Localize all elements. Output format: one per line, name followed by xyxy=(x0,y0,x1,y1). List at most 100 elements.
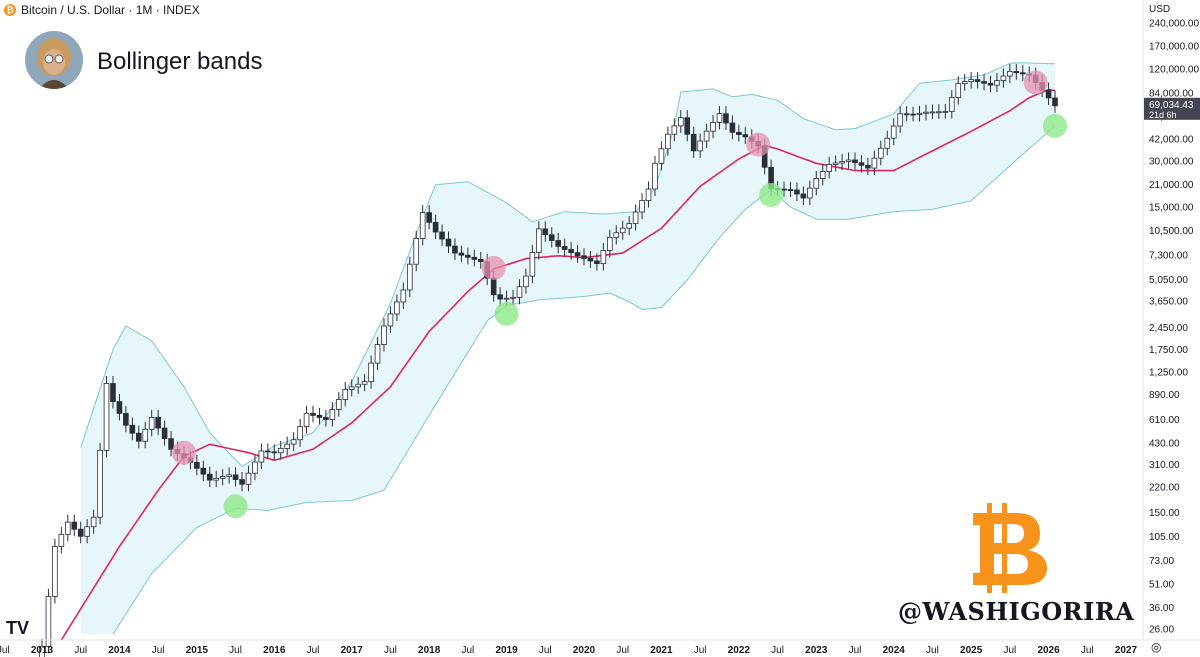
candle-body xyxy=(419,212,426,239)
candle-body xyxy=(271,451,278,454)
price-tick-label: 105.00 xyxy=(1149,532,1180,543)
bitcoin-coin-icon: ₿ xyxy=(4,4,16,16)
candle-body xyxy=(787,189,794,191)
candle xyxy=(865,157,871,176)
candle xyxy=(619,220,626,240)
price-tick-label: 430.00 xyxy=(1149,438,1180,449)
candle xyxy=(348,379,355,397)
price-tick-label: 5,050.00 xyxy=(1149,275,1188,286)
candle-body xyxy=(568,249,574,254)
candle xyxy=(290,432,297,452)
candle xyxy=(561,238,568,257)
candle-body xyxy=(213,477,220,481)
candle-body xyxy=(45,596,52,647)
candle-body xyxy=(981,81,987,84)
candle xyxy=(923,104,929,121)
price-tick-label: 890.00 xyxy=(1149,390,1180,401)
candle xyxy=(374,337,381,371)
candle-body xyxy=(890,125,897,139)
price-tick-label: 1,250.00 xyxy=(1149,367,1188,378)
candle-body xyxy=(413,237,420,265)
candle-body xyxy=(65,521,71,535)
candle xyxy=(536,221,542,260)
candle xyxy=(794,182,800,201)
candle xyxy=(871,150,878,176)
candle-body xyxy=(490,277,497,296)
candle-body xyxy=(206,473,213,481)
time-tick-label: Jul xyxy=(1081,645,1094,656)
watermark-handle: @WASHIGORIRA xyxy=(898,597,1135,626)
candle-body xyxy=(232,474,239,480)
candle-body xyxy=(723,113,729,124)
candle xyxy=(510,289,516,306)
time-tick-label: Jul xyxy=(694,645,707,656)
tradingview-logo-icon[interactable]: TV xyxy=(6,618,30,638)
candle-body xyxy=(897,113,903,127)
candle xyxy=(1045,82,1052,105)
time-tick-label: 2013 xyxy=(31,645,54,656)
price-tick-label: 3,650.00 xyxy=(1149,296,1188,307)
bitcoin-logo-icon xyxy=(973,503,1047,593)
candle-body xyxy=(426,212,432,223)
candle xyxy=(277,440,284,460)
candle xyxy=(265,443,271,459)
lower-band-line xyxy=(112,125,1056,635)
candle xyxy=(129,417,136,441)
candle-body xyxy=(690,133,697,152)
candle xyxy=(897,106,903,134)
candle-body xyxy=(561,245,568,250)
candle-body xyxy=(948,97,955,112)
candle xyxy=(929,104,936,120)
candle-body xyxy=(342,389,349,400)
price-tick-label: 10,500.00 xyxy=(1149,226,1194,237)
candle xyxy=(52,539,58,604)
candle-body xyxy=(458,252,465,256)
candle xyxy=(336,391,342,417)
candle xyxy=(123,405,129,433)
candle xyxy=(361,374,368,392)
candle xyxy=(465,247,471,265)
candle xyxy=(219,469,226,486)
candle-body xyxy=(265,450,271,453)
candle xyxy=(890,118,897,146)
candle xyxy=(1019,65,1026,81)
candle xyxy=(555,232,561,254)
candle-body xyxy=(155,417,161,429)
time-tick-label: Jul xyxy=(771,645,784,656)
candle-body xyxy=(52,546,58,597)
candle xyxy=(213,470,220,488)
time-tick-label: Jul xyxy=(0,645,10,656)
price-tick-label: 310.00 xyxy=(1149,460,1180,471)
candle-body xyxy=(497,294,503,300)
upper-band-line xyxy=(80,62,1056,468)
candle-body xyxy=(710,122,716,132)
symbol-title: Bitcoin / U.S. Dollar · 1M · INDEX xyxy=(21,3,200,17)
candle xyxy=(581,248,587,266)
candle xyxy=(1052,90,1058,113)
candle-body xyxy=(729,122,736,133)
candle xyxy=(600,242,607,271)
time-tick-label: 2021 xyxy=(650,645,673,656)
candle xyxy=(155,409,161,436)
candle xyxy=(645,181,652,208)
settings-gear-icon[interactable]: ◎ xyxy=(1151,640,1162,654)
candle xyxy=(878,140,884,166)
symbol-header[interactable]: ₿ Bitcoin / U.S. Dollar · 1M · INDEX xyxy=(0,0,200,20)
candle-body xyxy=(310,412,316,416)
candle-body xyxy=(671,125,678,135)
price-tick-label: 42,000.00 xyxy=(1149,134,1194,145)
candle xyxy=(110,376,116,409)
candle-body xyxy=(1007,71,1013,77)
candle-body xyxy=(239,479,245,485)
candle-body xyxy=(97,449,103,518)
candle xyxy=(71,514,78,537)
candle-body xyxy=(381,325,387,345)
candle-body xyxy=(607,236,613,251)
candle xyxy=(942,104,949,119)
time-tick-label: Jul xyxy=(926,645,939,656)
candle xyxy=(252,454,258,481)
currency-label[interactable]: USD xyxy=(1149,4,1171,15)
candle xyxy=(452,238,458,261)
candle xyxy=(690,126,697,158)
